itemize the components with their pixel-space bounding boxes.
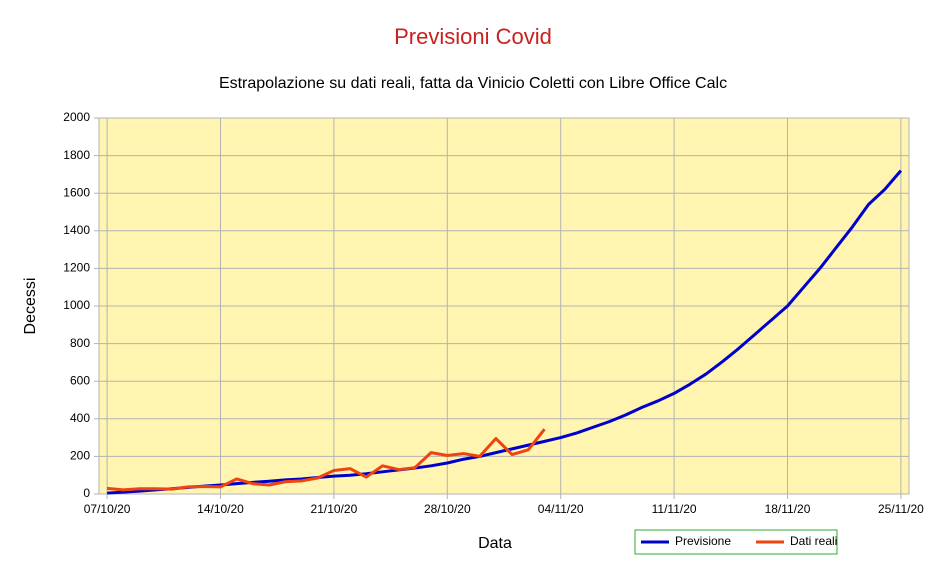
y-tick-label: 800	[70, 336, 90, 350]
y-tick-label: 200	[70, 449, 90, 463]
x-tick-label: 18/11/20	[765, 502, 811, 516]
y-tick-label: 600	[70, 373, 90, 387]
x-tick-label: 14/10/20	[197, 502, 244, 516]
y-axis-label: Decessi	[22, 278, 39, 335]
legend-label: Previsione	[675, 534, 731, 548]
chart-title: Previsioni Covid	[394, 24, 552, 49]
y-tick-label: 1600	[63, 185, 90, 199]
x-tick-label: 07/10/20	[84, 502, 131, 516]
chart-subtitle: Estrapolazione su dati reali, fatta da V…	[219, 75, 727, 92]
x-tick-label: 04/11/20	[538, 502, 584, 516]
y-tick-label: 400	[70, 411, 90, 425]
y-tick-label: 1200	[63, 261, 90, 275]
y-tick-label: 1000	[63, 298, 90, 312]
x-tick-label: 21/10/20	[311, 502, 358, 516]
series-line	[107, 169, 903, 495]
y-tick-label: 1800	[63, 148, 90, 162]
x-tick-label: 28/10/20	[424, 502, 471, 516]
x-axis-label: Data	[478, 535, 512, 552]
x-tick-label: 11/11/20	[652, 502, 697, 516]
series-line	[106, 428, 546, 492]
y-tick-label: 0	[83, 486, 90, 500]
x-tick-label: 25/11/20	[878, 502, 924, 516]
legend-label: Dati reali	[790, 534, 837, 548]
plot-border	[98, 117, 910, 495]
y-tick-label: 1400	[63, 223, 90, 237]
y-tick-label: 2000	[63, 110, 90, 124]
